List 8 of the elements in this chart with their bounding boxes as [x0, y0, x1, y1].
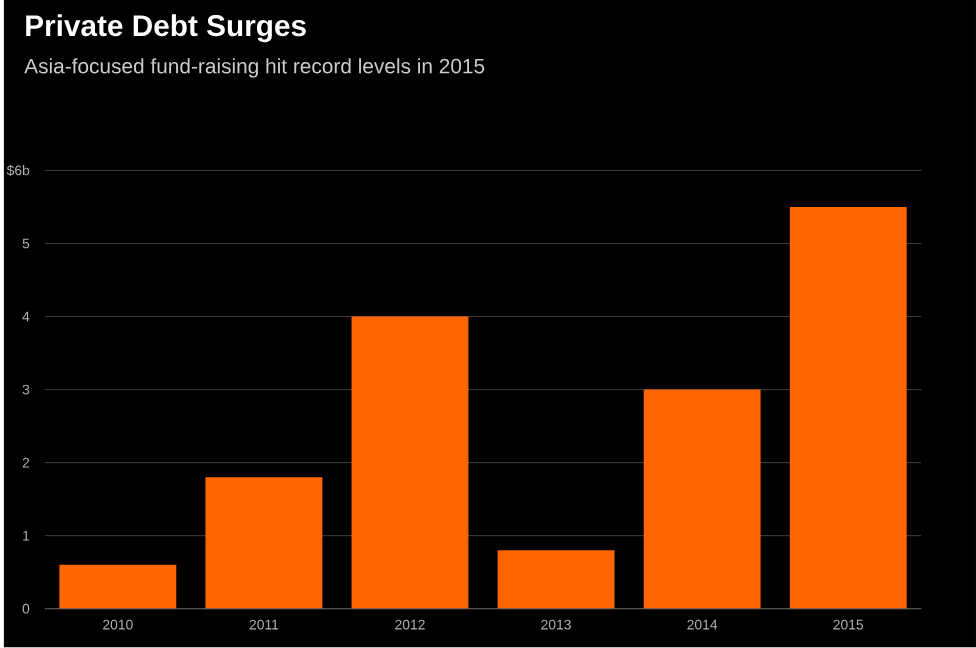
chart-title: Private Debt Surges — [26, 14, 306, 43]
bar — [789, 207, 907, 609]
bar — [205, 477, 323, 609]
bar — [351, 316, 469, 609]
bar — [59, 565, 177, 609]
bar — [497, 550, 615, 609]
chart-subtitle: Asia-focused fund-raising hit record levels in 2015 — [24, 58, 485, 78]
bar — [643, 389, 761, 609]
